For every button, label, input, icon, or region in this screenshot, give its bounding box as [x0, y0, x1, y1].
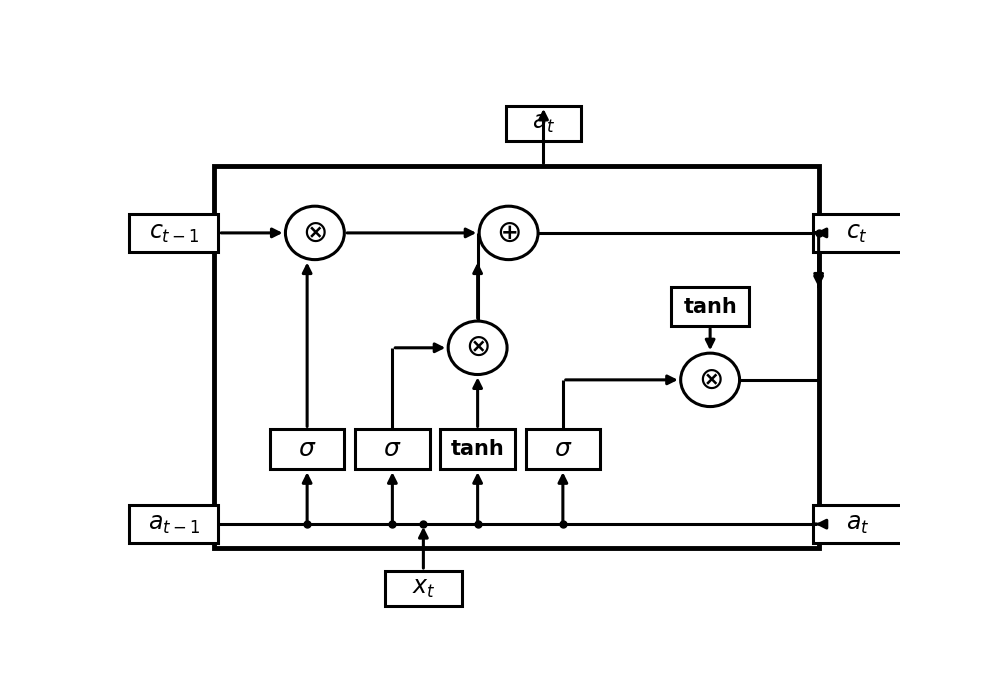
Text: $\sigma$: $\sigma$	[554, 437, 572, 462]
Text: tanh: tanh	[683, 296, 737, 316]
FancyBboxPatch shape	[270, 430, 344, 469]
FancyBboxPatch shape	[506, 106, 581, 141]
FancyBboxPatch shape	[526, 430, 600, 469]
FancyBboxPatch shape	[813, 214, 902, 252]
Text: $\boldsymbol{a_{t-1}}$: $\boldsymbol{a_{t-1}}$	[148, 512, 200, 536]
Text: $\sigma$: $\sigma$	[383, 437, 402, 462]
FancyBboxPatch shape	[671, 287, 749, 326]
FancyBboxPatch shape	[355, 430, 430, 469]
Text: $\otimes$: $\otimes$	[465, 333, 490, 362]
FancyBboxPatch shape	[214, 166, 819, 548]
Text: $\boldsymbol{a_t}$: $\boldsymbol{a_t}$	[532, 111, 555, 135]
Ellipse shape	[681, 353, 740, 407]
Text: $\boldsymbol{c_{t-1}}$: $\boldsymbol{c_{t-1}}$	[149, 221, 199, 245]
Text: $\otimes$: $\otimes$	[698, 365, 722, 394]
FancyBboxPatch shape	[129, 505, 218, 543]
FancyBboxPatch shape	[385, 571, 462, 606]
Ellipse shape	[479, 206, 538, 260]
Ellipse shape	[448, 321, 507, 375]
Text: $\boldsymbol{x_t}$: $\boldsymbol{x_t}$	[412, 576, 435, 600]
FancyBboxPatch shape	[129, 214, 218, 252]
Text: $\boldsymbol{a_t}$: $\boldsymbol{a_t}$	[846, 512, 869, 536]
Ellipse shape	[285, 206, 344, 260]
Text: tanh: tanh	[451, 439, 505, 459]
Text: $\sigma$: $\sigma$	[298, 437, 316, 462]
Text: $\otimes$: $\otimes$	[302, 219, 327, 247]
FancyBboxPatch shape	[813, 505, 902, 543]
FancyBboxPatch shape	[440, 430, 515, 469]
Text: $\boldsymbol{c_t}$: $\boldsymbol{c_t}$	[846, 221, 868, 245]
Text: $\oplus$: $\oplus$	[496, 219, 521, 247]
